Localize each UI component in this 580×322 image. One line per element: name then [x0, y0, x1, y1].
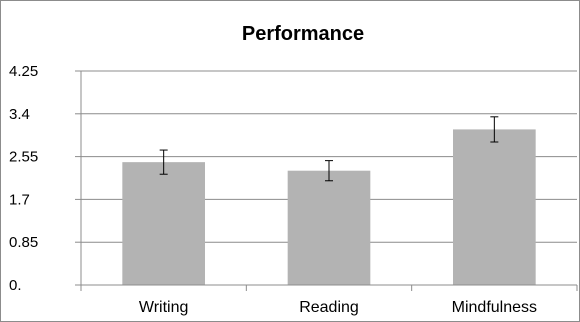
- y-tick-label: 0.85: [9, 234, 38, 251]
- x-category-labels: Writing Reading Mindfulness: [139, 299, 537, 316]
- y-tick-label: 4.25: [9, 63, 38, 80]
- error-bar-mindfulness: [490, 116, 499, 143]
- error-bar-reading: [325, 160, 333, 182]
- y-tick-labels: 0. 0.85 1.7 2.55 3.4 4.25: [9, 63, 38, 294]
- y-tick-label: 2.55: [9, 149, 38, 166]
- bar-mindfulness: [453, 129, 536, 285]
- bar-writing: [122, 162, 205, 285]
- error-bars: [159, 116, 499, 182]
- bars: [122, 129, 536, 285]
- x-category-label: Mindfulness: [452, 299, 537, 316]
- x-category-label: Writing: [139, 299, 189, 316]
- chart-title: Performance: [242, 23, 364, 45]
- y-tick-label: 3.4: [9, 106, 30, 123]
- x-category-label: Reading: [299, 299, 359, 316]
- error-bar-writing: [159, 149, 168, 175]
- y-tick-label: 0.: [9, 277, 22, 294]
- y-tick-label: 1.7: [9, 191, 30, 208]
- bar-reading: [287, 170, 371, 285]
- axes: [80, 71, 578, 291]
